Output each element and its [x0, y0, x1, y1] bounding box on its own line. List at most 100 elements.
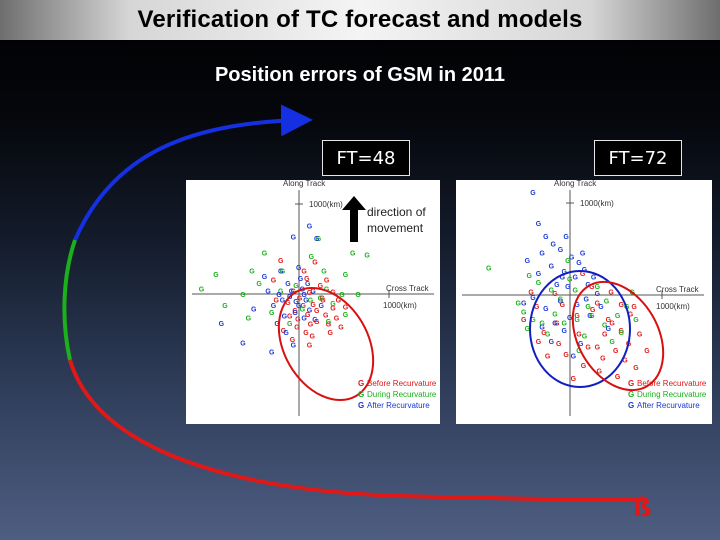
data-point-ft48-s0-29: G: [308, 322, 314, 329]
data-point-ft72-s2-27: G: [530, 295, 536, 302]
data-point-ft72-s1-26: G: [604, 299, 610, 306]
data-point-ft72-s0-6: G: [585, 345, 591, 352]
data-point-ft72-s2-30: G: [580, 251, 586, 258]
data-point-ft48-s2-33: G: [301, 292, 307, 299]
data-point-ft72-s2-31: G: [521, 300, 527, 307]
track-curve-green: [62, 239, 77, 361]
data-point-ft48-s2-4: G: [285, 281, 291, 288]
data-point-ft72-s1-6: G: [589, 313, 595, 320]
data-point-ft48-s2-14: G: [262, 274, 268, 281]
data-point-ft72-s0-37: G: [528, 289, 534, 296]
data-point-ft72-s2-34: G: [606, 326, 612, 333]
data-point-ft72-s1-12: G: [595, 284, 601, 291]
data-point-ft72-s2-6: G: [525, 258, 531, 265]
data-point-ft48-s1-11: G: [364, 252, 370, 259]
data-point-ft72-s2-32: G: [571, 354, 577, 361]
data-point-ft48-s2-6: G: [276, 292, 282, 299]
legend-marker-ft48-1: G: [358, 390, 364, 399]
data-point-ft48-s2-2: G: [296, 303, 302, 310]
scatter-panel-ft72: Along Track Cross Track 1000(km) 1000(km) G G…: [456, 180, 712, 424]
data-point-ft48-s1-25: G: [343, 272, 349, 279]
data-point-ft48-s2-19: G: [301, 315, 307, 322]
data-point-ft48-s0-1: G: [319, 296, 325, 303]
data-point-ft48-s1-20: G: [300, 306, 306, 313]
data-point-ft72-s0-4: G: [613, 348, 619, 355]
data-point-ft72-s0-34: G: [552, 291, 558, 298]
data-point-ft48-s1-5: G: [280, 269, 286, 276]
data-point-ft48-s0-8: G: [292, 308, 298, 315]
data-point-ft48-s1-8: G: [343, 312, 349, 319]
data-point-ft72-s1-2: G: [539, 321, 545, 328]
data-point-ft72-s1-8: G: [615, 313, 621, 320]
data-point-ft72-s2-26: G: [598, 304, 604, 311]
data-point-ft72-s0-26: G: [560, 302, 566, 309]
data-point-ft48-s1-23: G: [309, 254, 315, 261]
data-point-ft48-s0-25: G: [291, 288, 297, 295]
data-point-ft72-s1-21: G: [585, 304, 591, 311]
ft48-label: FT=48: [322, 140, 410, 176]
legend-entry-ft48-2: After Recurvature: [367, 401, 430, 410]
data-point-ft72-s1-29: G: [633, 317, 639, 324]
data-point-ft48-s0-15: G: [318, 283, 324, 290]
data-point-ft48-s2-11: G: [291, 234, 297, 241]
x-axis-label-ft48: Cross Track: [386, 284, 430, 293]
legend-marker-ft48-0: G: [358, 379, 364, 388]
data-point-ft72-s0-8: G: [556, 341, 562, 348]
data-point-ft72-s2-2: G: [543, 234, 549, 241]
data-point-ft72-s0-9: G: [541, 330, 547, 337]
data-point-ft48-s2-9: G: [282, 314, 288, 321]
data-point-ft48-s0-17: G: [278, 258, 284, 265]
data-point-ft72-s0-28: G: [545, 354, 551, 361]
data-point-ft72-s0-2: G: [619, 328, 625, 335]
data-point-ft48-s2-25: G: [283, 330, 289, 337]
data-point-ft48-s2-16: G: [219, 321, 225, 328]
data-point-ft48-s0-12: G: [338, 324, 344, 331]
data-point-ft72-s0-35: G: [633, 365, 639, 372]
data-point-ft72-s0-36: G: [619, 302, 625, 309]
legend-entry-ft72-2: After Recurvature: [637, 401, 700, 410]
data-point-ft72-s1-1: G: [530, 317, 536, 324]
data-point-ft48-s0-6: G: [305, 312, 311, 319]
y-tick-label-ft72: 1000(km): [580, 199, 614, 208]
data-point-ft48-s1-16: G: [222, 303, 228, 310]
data-point-ft72-s2-4: G: [558, 247, 564, 254]
data-point-ft48-s1-1: G: [213, 272, 219, 279]
data-point-ft72-s0-18: G: [581, 363, 587, 370]
data-point-ft72-s0-20: G: [563, 352, 569, 359]
typhoon-symbol-icon: ß: [633, 493, 652, 523]
data-point-ft72-s1-23: G: [576, 348, 582, 355]
data-point-ft72-s0-16: G: [534, 304, 540, 311]
data-point-ft48-s2-21: G: [310, 288, 316, 295]
data-point-ft72-s2-35: G: [552, 321, 558, 328]
direction-of-movement-label: direction of movement: [367, 204, 439, 236]
data-point-ft72-s0-22: G: [521, 317, 527, 324]
slide-title: Verification of TC forecast and models: [137, 6, 583, 33]
data-point-ft72-s2-8: G: [576, 260, 582, 267]
data-point-ft72-s2-28: G: [591, 275, 597, 282]
data-point-ft72-s2-15: G: [565, 284, 571, 291]
data-point-ft72-s2-17: G: [595, 291, 601, 298]
data-point-ft72-s2-19: G: [574, 302, 580, 309]
data-point-ft48-s0-33: G: [274, 297, 280, 304]
data-point-ft72-s1-22: G: [536, 280, 542, 287]
data-point-ft72-s2-5: G: [539, 251, 545, 258]
data-point-ft48-s0-21: G: [343, 305, 349, 312]
data-point-ft48-s1-13: G: [287, 321, 293, 328]
data-point-ft48-s2-20: G: [293, 299, 299, 306]
data-point-ft48-s0-27: G: [336, 297, 342, 304]
data-point-ft72-s0-12: G: [628, 311, 634, 318]
x-tick-label-ft48: 1000(km): [383, 301, 417, 310]
data-point-ft72-s0-23: G: [589, 284, 595, 291]
data-point-ft72-s2-37: G: [560, 275, 566, 282]
data-point-ft72-s2-18: G: [558, 299, 564, 306]
data-point-ft72-s2-29: G: [563, 234, 569, 241]
data-point-ft72-s2-20: G: [543, 306, 549, 313]
data-point-ft48-s0-4: G: [326, 322, 332, 329]
data-point-ft48-s2-24: G: [305, 281, 311, 288]
data-point-ft72-s1-4: G: [561, 321, 567, 328]
data-point-ft72-s1-28: G: [567, 276, 573, 283]
data-point-ft48-s0-18: G: [303, 330, 309, 337]
data-point-ft48-s0-3: G: [334, 315, 340, 322]
direction-arrow-icon: [342, 196, 366, 242]
